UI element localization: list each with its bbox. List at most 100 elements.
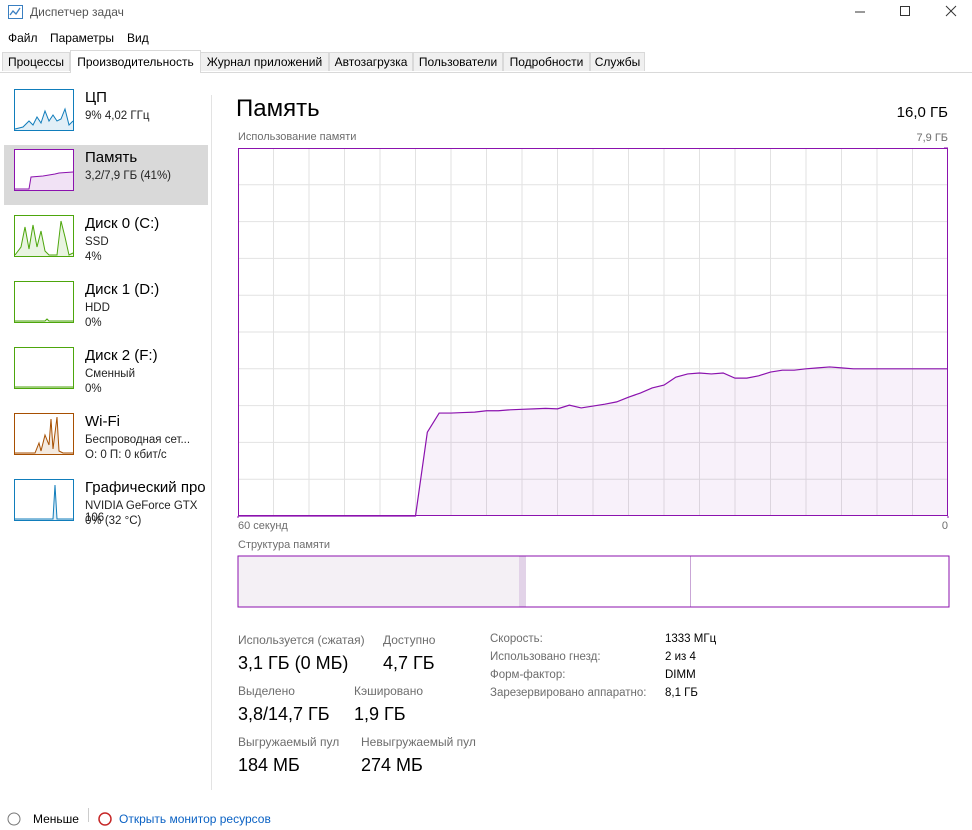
thumb-border: [14, 89, 74, 131]
thumb-line: [15, 171, 74, 190]
menu-item[interactable]: Параметры: [50, 31, 114, 45]
tab[interactable]: Пользователи: [413, 52, 503, 71]
sidebar-name: Память: [85, 149, 138, 166]
stat-label: Выделено: [238, 684, 295, 698]
stat-value: 1,9 ГБ: [354, 704, 406, 724]
stat-label: Доступно: [383, 633, 436, 647]
less-icon[interactable]: [6, 810, 26, 830]
menu-item[interactable]: Вид: [127, 31, 149, 45]
sidebar-thumbnail: [14, 149, 74, 191]
thumb-border: [14, 215, 74, 257]
sidebar-separator: [211, 95, 212, 790]
detail-label: Форм-фактор:: [490, 669, 566, 681]
sidebar-item[interactable]: Wi-Fi Беспроводная сет... О: 0 П: 0 кбит/с: [4, 409, 208, 469]
composition-label: Структура памяти: [238, 539, 331, 551]
tab[interactable]: Процессы: [2, 52, 70, 71]
detail-value: 2 из 4: [665, 651, 696, 663]
thumb-border: [14, 149, 74, 191]
sidebar-thumbnail: [14, 347, 74, 389]
plot-border: [238, 148, 948, 516]
sidebar-item[interactable]: Диск 2 (F:) Сменный 0%: [4, 343, 208, 403]
panel-total: 16,0 ГБ: [896, 104, 948, 121]
sidebar-line: SSD: [85, 236, 109, 248]
detail-label: Зарезервировано аппаратно:: [490, 687, 647, 699]
sidebar-thumbnail: [14, 281, 74, 323]
sidebar-name: Графический про: [85, 479, 206, 496]
sidebar-line: 9% 4,02 ГГц: [85, 110, 150, 122]
window-title: Диспетчер задач: [30, 5, 124, 19]
sidebar-line: 0%: [85, 317, 102, 329]
sidebar-name: Wi-Fi: [85, 413, 120, 430]
tab[interactable]: Производительность: [70, 50, 201, 73]
chart-title: Использование памяти: [238, 131, 357, 143]
thumb-border: [14, 281, 74, 323]
thumb-line: [14, 107, 74, 130]
thumb-fill: [15, 109, 73, 130]
sidebar-line: Беспроводная сет...: [85, 434, 191, 446]
thumb-line: [15, 416, 73, 454]
sidebar-item[interactable]: Диск 1 (D:) HDD 0%: [4, 277, 208, 337]
stat-label: Кэшировано: [354, 684, 424, 698]
tab[interactable]: Подробности: [503, 52, 590, 71]
sidebar-thumbnail: [14, 413, 74, 455]
sidebar: ЦП 9% 4,02 ГГц Память 3,2/7,9 ГБ (41%) Диск …: [0, 73, 211, 793]
sidebar-thumbnail: [14, 479, 74, 521]
sidebar-thumbnail: [14, 89, 74, 131]
sidebar-line: 0%: [85, 383, 102, 395]
sidebar-line: 3,2/7,9 ГБ (41%): [85, 170, 172, 182]
thumb-border: [14, 413, 74, 455]
area-fill: [238, 366, 948, 516]
tab[interactable]: Службы: [590, 52, 645, 71]
tab-border: [0, 72, 972, 73]
thumb-fill: [15, 172, 73, 190]
sidebar-line: О: 0 П: 0 кбит/с: [85, 449, 167, 461]
thumb-border: [14, 479, 74, 521]
thumb-line: [14, 220, 74, 256]
x-tick-label: 0: [942, 520, 948, 532]
sidebar-line: Сменный: [85, 368, 135, 380]
thumb-line: [15, 318, 73, 322]
sidebar-item[interactable]: Память 3,2/7,9 ГБ (41%): [4, 145, 208, 205]
sidebar-line: 4%: [85, 251, 102, 263]
modified-segment: [519, 556, 526, 607]
stat-value: 4,7 ГБ: [383, 653, 435, 673]
monitor-icon[interactable]: [97, 810, 117, 830]
sidebar-name: Диск 1 (D:): [85, 281, 160, 298]
sidebar-line: NVIDIA GeForce GTX 106: [85, 500, 198, 524]
window-controls[interactable]: [850, 0, 972, 24]
sidebar-line: HDD: [85, 302, 110, 314]
stat-label: Выгружаемый пул: [238, 735, 340, 749]
app-icon: [8, 5, 23, 19]
tab[interactable]: Автозагрузка: [329, 52, 413, 71]
sidebar-item[interactable]: Графический про NVIDIA GeForce GTX 106 0% …: [4, 475, 208, 535]
sidebar-thumbnail: [14, 215, 74, 257]
panel-title: Память: [236, 95, 320, 122]
resource-monitor-link[interactable]: Открыть монитор ресурсов: [119, 812, 271, 826]
in-use-segment: [238, 556, 520, 607]
sidebar-item[interactable]: ЦП 9% 4,02 ГГц: [4, 85, 208, 145]
less-button[interactable]: Меньше: [33, 812, 79, 826]
stat-value: 3,8/14,7 ГБ: [238, 704, 330, 724]
x-tick-label: 60 секунд: [238, 520, 288, 532]
detail-label: Использовано гнезд:: [490, 651, 601, 663]
detail-value: DIMM: [665, 669, 696, 681]
tab[interactable]: Журнал приложений: [200, 52, 329, 71]
memory-composition: [237, 555, 950, 608]
stat-label: Используется (сжатая): [238, 633, 365, 647]
composition-border: [237, 555, 950, 608]
maximize-button[interactable]: [900, 6, 910, 16]
footer-separator: [88, 808, 89, 822]
menu-item[interactable]: Файл: [8, 31, 38, 45]
thumb-line: [15, 484, 73, 520]
close-button[interactable]: [945, 5, 957, 17]
detail-value: 1333 МГц: [665, 633, 717, 645]
y-tick-label: 7,9 ГБ: [916, 132, 948, 144]
sidebar-item[interactable]: Диск 0 (C:) SSD 4%: [4, 211, 208, 271]
stat-value: 184 МБ: [238, 755, 300, 775]
stat-label: Невыгружаемый пул: [361, 735, 476, 749]
memory-graph: 7,9 ГБ 60 секунд 0: [237, 132, 949, 532]
thumb-border: [14, 347, 74, 389]
sidebar-line: 0% (32 °C): [85, 515, 142, 527]
